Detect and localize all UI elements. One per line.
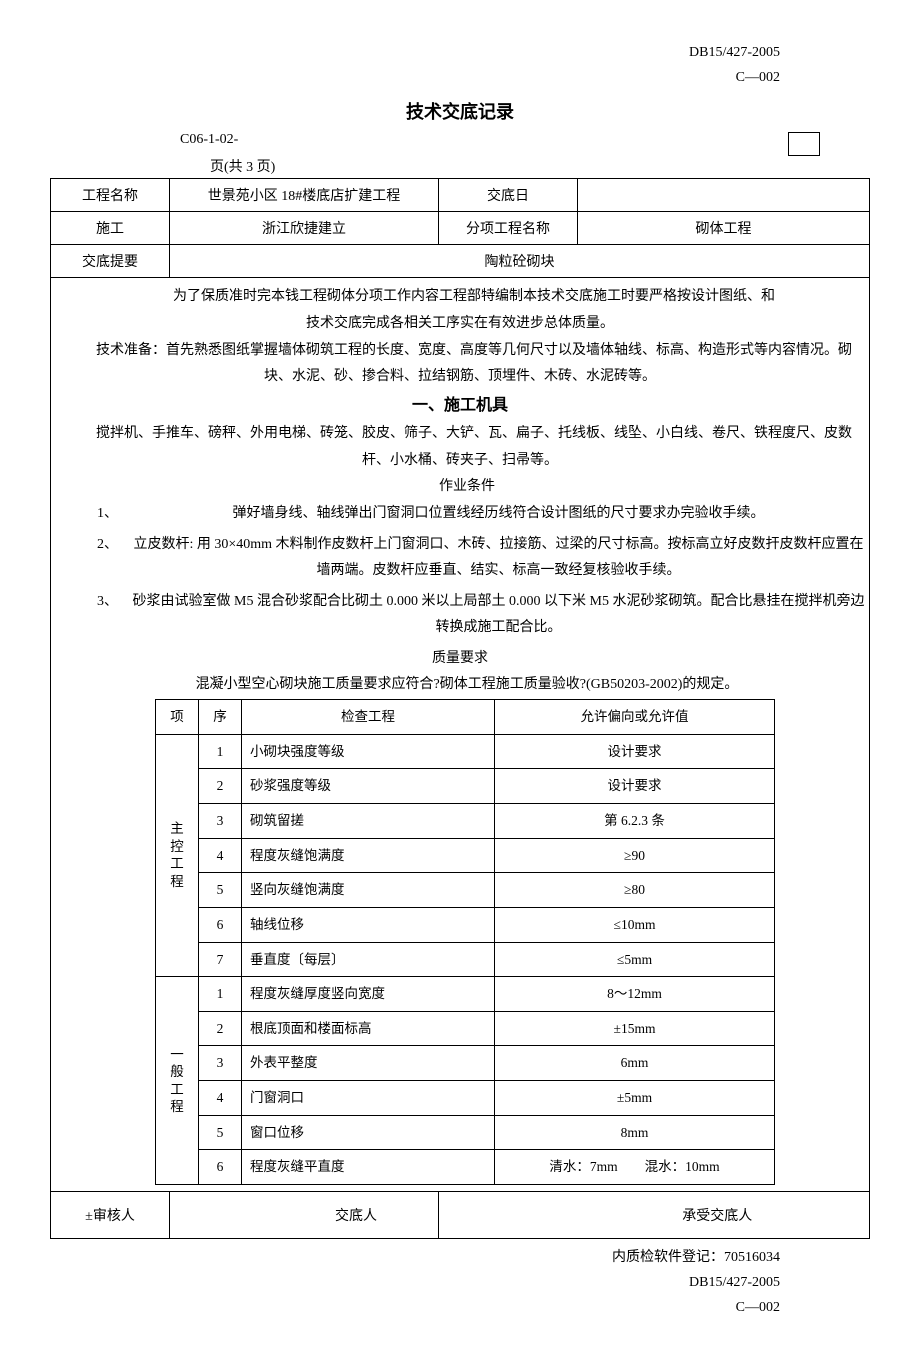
cond-item-3: 3、砂浆由试验室做 M5 混合砂浆配合比砌土 0.000 米以上局部土 0.00… <box>83 589 865 642</box>
r1-n: 1 <box>199 734 242 769</box>
r2-t: 设计要求 <box>495 769 775 804</box>
g4-n: 4 <box>199 1081 242 1116</box>
value-summary: 陶粒砼砌块 <box>170 245 870 278</box>
label-date: 交底日 <box>439 179 578 212</box>
quality-table: 项 序 检查工程 允许偏向或允许值 主控工程 1小砌块强度等级设计要求 2砂浆强… <box>155 699 775 1185</box>
g3-c: 外表平整度 <box>242 1046 495 1081</box>
g6-c: 程度灰缝平直度 <box>242 1150 495 1185</box>
r4-n: 4 <box>199 838 242 873</box>
header-doc-code: C—002 <box>50 65 780 90</box>
label-discloser: 交底人 <box>335 1209 377 1224</box>
r2-n: 2 <box>199 769 242 804</box>
r1-t: 设计要求 <box>495 734 775 769</box>
g6-n: 6 <box>199 1150 242 1185</box>
r5-t: ≥80 <box>495 873 775 908</box>
value-proj-name: 世景苑小区 18#楼底店扩建工程 <box>170 179 439 212</box>
g5-c: 窗口位移 <box>242 1115 495 1150</box>
g5-t: 8mm <box>495 1115 775 1150</box>
r6-t: ≤10mm <box>495 907 775 942</box>
quality-text: 混凝小型空心砌块施工质量要求应符合?砌体工程施工质量验收?(GB50203-20… <box>55 672 865 699</box>
r4-c: 程度灰缝饱满度 <box>242 838 495 873</box>
sign-cell-2: 交底人 <box>170 1192 439 1239</box>
form-code: C06-1-02- <box>180 132 238 148</box>
body-p2: 技术交底完成各相关工序实在有效进步总体质量。 <box>55 311 865 338</box>
label-reviewer: ±审核人 <box>51 1192 170 1239</box>
page-info: 页(共 3 页) <box>210 156 870 176</box>
g3-t: 6mm <box>495 1046 775 1081</box>
th-cat: 项 <box>156 700 199 735</box>
r2-c: 砂浆强度等级 <box>242 769 495 804</box>
footer-reg: 内质检软件登记：70516034 <box>50 1245 780 1270</box>
label-proj-name: 工程名称 <box>51 179 170 212</box>
g1-t: 8～12mm <box>495 977 775 1012</box>
g5-n: 5 <box>199 1115 242 1150</box>
label-item-name: 分项工程名称 <box>439 212 578 245</box>
value-org: 浙江欣捷建立 <box>170 212 439 245</box>
th-check: 检查工程 <box>242 700 495 735</box>
content-body: 为了保质准时完本钱工程砌体分项工作内容工程部特编制本技术交底施工时要严格按设计图… <box>51 278 870 1192</box>
r6-c: 轴线位移 <box>242 907 495 942</box>
g1-n: 1 <box>199 977 242 1012</box>
g1-c: 程度灰缝厚度竖向宽度 <box>242 977 495 1012</box>
r1-c: 小砌块强度等级 <box>242 734 495 769</box>
r7-n: 7 <box>199 942 242 977</box>
g6-t: 清水：7mm 混水：10mm <box>495 1150 775 1185</box>
th-tol: 允许偏向或允许值 <box>495 700 775 735</box>
r3-t: 第 6.2.3 条 <box>495 804 775 839</box>
value-item-name: 砌体工程 <box>578 212 870 245</box>
g3-n: 3 <box>199 1046 242 1081</box>
sign-cell-3: 承受交底人 <box>439 1192 870 1239</box>
r5-n: 5 <box>199 873 242 908</box>
g4-c: 门窗洞口 <box>242 1081 495 1116</box>
r3-n: 3 <box>199 804 242 839</box>
value-date <box>578 179 870 212</box>
cat-general: 一般工程 <box>156 977 199 1185</box>
r3-c: 砌筑留搓 <box>242 804 495 839</box>
g2-n: 2 <box>199 1011 242 1046</box>
quality-title: 质量要求 <box>55 646 865 673</box>
cond-title: 作业条件 <box>55 474 865 501</box>
cond-item-1: 1、弹好墙身线、轴线弹出门窗洞口位置线经历线符合设计图纸的尺寸要求办完验收手续。 <box>83 501 865 528</box>
g2-t: ±15mm <box>495 1011 775 1046</box>
g4-t: ±5mm <box>495 1081 775 1116</box>
footer-std: DB15/427-2005 <box>50 1270 780 1295</box>
page-number-box <box>788 132 820 156</box>
header-std: DB15/427-2005 <box>50 40 780 65</box>
label-org: 施工 <box>51 212 170 245</box>
label-summary: 交底提要 <box>51 245 170 278</box>
th-seq: 序 <box>199 700 242 735</box>
doc-title: 技术交底记录 <box>50 98 870 124</box>
r7-t: ≤5mm <box>495 942 775 977</box>
body-p3: 技术准备：首先熟悉图纸掌握墙体砌筑工程的长度、宽度、高度等几何尺寸以及墙体轴线、… <box>55 338 865 391</box>
section-tools-title: 一、施工机具 <box>55 391 865 421</box>
footer-doc-code: C—002 <box>50 1295 780 1320</box>
r4-t: ≥90 <box>495 838 775 873</box>
r6-n: 6 <box>199 907 242 942</box>
label-receiver: 承受交底人 <box>682 1209 752 1224</box>
g2-c: 根底顶面和楼面标高 <box>242 1011 495 1046</box>
cat-main: 主控工程 <box>156 734 199 976</box>
body-p1: 为了保质准时完本钱工程砌体分项工作内容工程部特编制本技术交底施工时要严格按设计图… <box>55 284 865 311</box>
cond-item-2: 2、立皮数杆: 用 30×40mm 木料制作皮数杆上门窗洞口、木砖、拉接筋、过梁… <box>83 532 865 585</box>
r5-c: 竖向灰缝饱满度 <box>242 873 495 908</box>
r7-c: 垂直度〔每层〕 <box>242 942 495 977</box>
section-tools-text: 搅拌机、手推车、磅秤、外用电梯、砖笼、胶皮、筛子、大铲、瓦、扁子、托线板、线坠、… <box>55 421 865 474</box>
main-table: 工程名称 世景苑小区 18#楼底店扩建工程 交底日 施工 浙江欣捷建立 分项工程… <box>50 178 870 1239</box>
